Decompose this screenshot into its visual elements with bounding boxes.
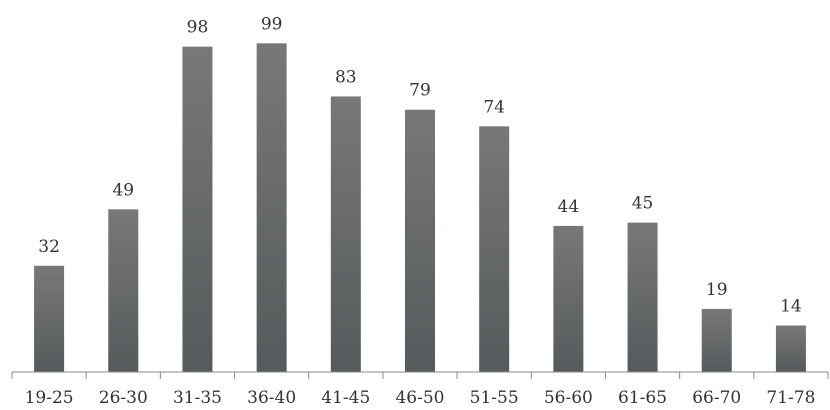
x-tick-label-51-55: 51-55 bbox=[470, 388, 519, 408]
x-tick-label-61-65: 61-65 bbox=[618, 388, 667, 408]
x-tick-label-19-25: 19-25 bbox=[25, 388, 74, 408]
data-label-61-65: 45 bbox=[632, 194, 654, 214]
x-tick-label-56-60: 56-60 bbox=[544, 388, 593, 408]
bar-66-70 bbox=[701, 308, 732, 372]
data-label-31-35: 98 bbox=[187, 18, 209, 38]
bar-41-45 bbox=[330, 96, 361, 372]
bars-group bbox=[34, 43, 806, 372]
x-tick-label-31-35: 31-35 bbox=[173, 388, 222, 408]
data-label-66-70: 19 bbox=[706, 280, 728, 300]
data-labels-group: 32 49 98 99 83 79 74 44 45 19 14 bbox=[38, 14, 801, 316]
bar-46-50 bbox=[405, 109, 435, 372]
data-label-51-55: 74 bbox=[483, 97, 505, 117]
data-label-56-60: 44 bbox=[558, 197, 580, 217]
x-tick-label-41-45: 41-45 bbox=[321, 388, 370, 408]
bar-31-35 bbox=[182, 46, 213, 372]
x-axis-ticks-group bbox=[11, 372, 829, 379]
bar-19-25 bbox=[34, 265, 65, 372]
data-label-19-25: 32 bbox=[38, 237, 60, 257]
x-tick-label-66-70: 66-70 bbox=[692, 388, 741, 408]
bar-51-55 bbox=[479, 126, 510, 372]
bar-36-40 bbox=[256, 43, 287, 372]
data-label-36-40: 99 bbox=[261, 14, 283, 34]
x-tick-label-71-78: 71-78 bbox=[766, 388, 815, 408]
data-label-41-45: 83 bbox=[335, 67, 357, 87]
bar-56-60 bbox=[553, 225, 584, 372]
x-tick-label-46-50: 46-50 bbox=[395, 388, 444, 408]
x-axis-labels-group: 19-25 26-30 31-35 36-40 41-45 46-50 51-55 56-60… bbox=[25, 388, 816, 408]
data-label-26-30: 49 bbox=[112, 180, 134, 200]
bar-26-30 bbox=[108, 209, 139, 372]
x-tick-label-26-30: 26-30 bbox=[99, 388, 148, 408]
data-label-46-50: 79 bbox=[409, 81, 431, 101]
bar-61-65 bbox=[627, 222, 658, 372]
data-label-71-78: 14 bbox=[780, 297, 802, 317]
bar-71-78 bbox=[775, 325, 806, 372]
x-tick-label-36-40: 36-40 bbox=[247, 388, 296, 408]
